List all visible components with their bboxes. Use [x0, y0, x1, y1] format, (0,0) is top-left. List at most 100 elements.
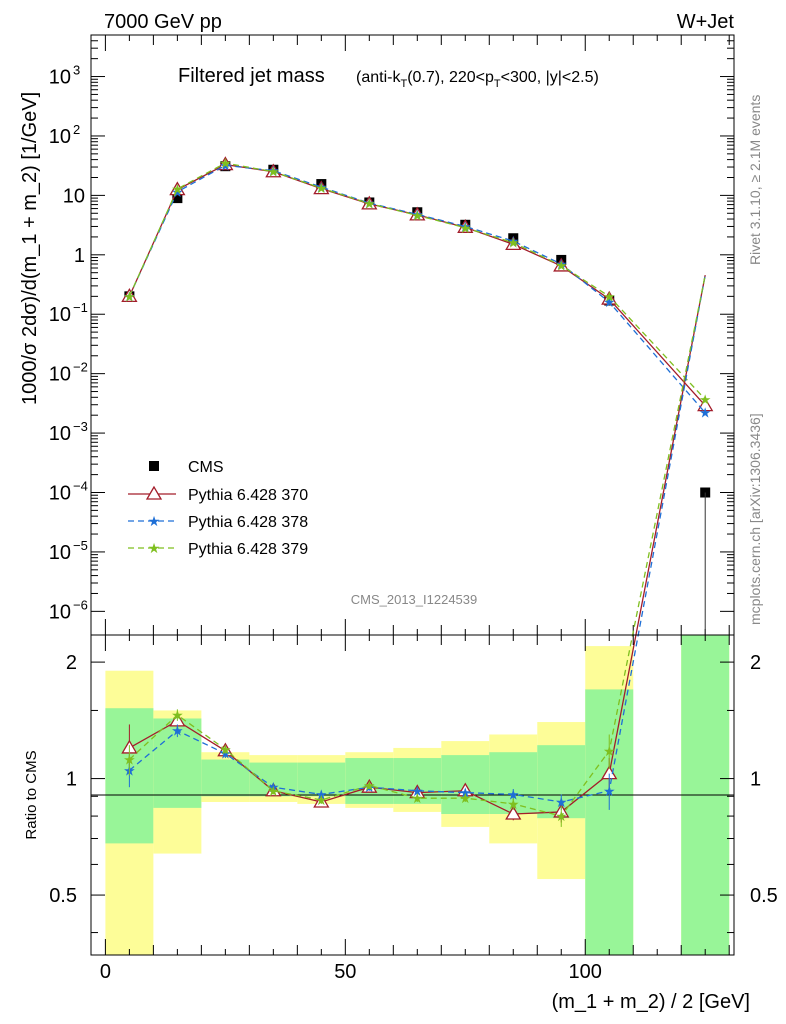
y-tick-label: 1 [74, 245, 85, 267]
main-series: ★★★ ★★★★★★★★★★★★★★★★★★★★★ [121, 155, 714, 635]
ratio-y-tick-label-right: 1 [750, 769, 761, 791]
legend-marker-cms [149, 461, 159, 471]
subtitle-sub-2: T [494, 78, 501, 90]
legend-marker: ★ [148, 540, 161, 556]
p378-marker: ★ [411, 206, 424, 222]
header-right: W+Jet [677, 11, 735, 33]
p370-marker [169, 181, 186, 196]
subtitle-part-1: (anti-k [356, 69, 401, 86]
ratio-axis-ticks: 0.5 0.5 1 1 2 2 0 50 100 [49, 635, 778, 983]
p379-marker: ★ [507, 235, 520, 251]
y-tick-label: 10 [49, 483, 71, 505]
p378-ratio-marker: ★ [603, 783, 616, 799]
mcplots-source: mcplots.cern.ch [arXiv:1306.3436] [747, 413, 763, 625]
p378-ratio-marker: ★ [459, 785, 472, 801]
header-left: 7000 GeV pp [104, 11, 222, 33]
p379-marker: ★ [363, 196, 376, 212]
legend-label: Pythia 6.428 378 [188, 514, 308, 531]
subtitle-part-2: (0.7), 220<p [407, 69, 494, 86]
legend-marker: ★ [148, 513, 161, 529]
y-tick-label: 10 [49, 423, 71, 445]
subtitle-sub-1: T [400, 78, 407, 90]
y-tick-exponent: −3 [73, 419, 88, 434]
p378-ratio-line [128, 275, 706, 803]
p379-ratio-marker: ★ [267, 783, 280, 799]
p379-marker: ★ [603, 288, 616, 304]
p379-ratio-marker: ★ [411, 790, 424, 806]
y-tick-exponent: −5 [73, 538, 88, 553]
ratio-y-tick-label-right: 0.5 [750, 885, 778, 907]
p379-marker: ★ [411, 207, 424, 223]
p379-marker: ★ [699, 391, 712, 407]
subtitle-part-3: <300, |y|<2.5) [501, 69, 599, 86]
p370-marker [697, 397, 714, 412]
p379-marker: ★ [315, 180, 328, 196]
ratio-panel: ★★★★ ★ ★ ★ ★ ★ ★★★★★★★★★ ★ ★★★ 0.5 0.51 12 20 50 100 … [23, 275, 778, 1013]
y-tick-exponent: −2 [73, 360, 88, 375]
y-tick-label: 10 [49, 304, 71, 326]
p379-ratio-marker: ★ [603, 743, 616, 759]
y-tick-label: 10 [49, 542, 71, 564]
plot-subtitle: (anti-kT(0.7), 220<pT<300, |y|<2.5) [356, 69, 599, 90]
ratio-y-label: Ratio to CMS [23, 750, 40, 839]
p379-ratio-marker: ★ [315, 792, 328, 808]
p378-marker: ★ [603, 294, 616, 310]
y-tick-exponent: 3 [73, 63, 80, 78]
legend-label: Pythia 6.428 379 [188, 541, 308, 558]
p378-line [128, 164, 706, 414]
p379-ratio-marker: ★ [507, 796, 520, 812]
y-tick-exponent: −1 [73, 300, 88, 315]
p378-marker: ★ [267, 163, 280, 179]
p378-ratio-marker: ★ [171, 723, 184, 739]
p378-ratio-marker: ★ [411, 783, 424, 799]
analysis-id: CMS_2013_I1224539 [351, 592, 478, 607]
p378-marker: ★ [219, 157, 232, 173]
p379-ratio-marker: ★ [363, 777, 376, 793]
y-axis-label: 1000/σ 2dσ)/d(m_1 + m_2) [1/GeV] [19, 92, 41, 405]
y-tick-label: 10 [49, 601, 71, 623]
p378-ratio-marker: ★ [507, 786, 520, 802]
ratio-band-inner [201, 759, 250, 797]
p378-marker: ★ [699, 405, 712, 421]
p379-line [128, 162, 706, 400]
rivet-version: Rivet 3.1.10, ≥ 2.1M events [747, 95, 763, 265]
p370-marker [601, 290, 618, 305]
p379-ratio-marker: ★ [219, 741, 232, 757]
p379-marker: ★ [459, 220, 472, 236]
p379-marker: ★ [267, 164, 280, 180]
p378-marker: ★ [507, 233, 520, 249]
legend-label: Pythia 6.428 370 [188, 487, 308, 504]
p379-ratio-line [128, 275, 706, 817]
y-tick-label: 10 [49, 67, 71, 89]
legend: CMS Pythia 6.428 370 ★ Pythia 6.428 378 ★ Pyt… [128, 459, 308, 558]
p379-ratio-marker: ★ [555, 808, 568, 824]
ratio-y-tick-label: 0.5 [49, 885, 77, 907]
p379-marker: ★ [123, 288, 136, 304]
ratio-y-tick-label: 2 [66, 652, 77, 674]
p379-ratio-marker: ★ [123, 752, 136, 768]
ratio-y-tick-label: 1 [66, 769, 77, 791]
y-tick-label: 10 [63, 185, 85, 207]
x-axis-label: (m_1 + m_2) / 2 [GeV] [552, 991, 750, 1013]
p370-line [128, 163, 706, 407]
ratio-y-tick-label-right: 2 [750, 652, 761, 674]
p378-ratio-marker: ★ [555, 794, 568, 810]
p379-ratio-marker: ★ [459, 790, 472, 806]
p370-ratio-marker [505, 805, 522, 820]
y-tick-exponent: −6 [73, 597, 88, 612]
x-tick-label: 50 [334, 961, 356, 983]
plot-title: Filtered jet mass [178, 65, 325, 87]
cms-point [172, 193, 183, 204]
p378-marker: ★ [459, 218, 472, 234]
p379-marker: ★ [219, 155, 232, 171]
y-tick-exponent: −4 [73, 479, 88, 494]
p379-marker: ★ [171, 181, 184, 197]
x-tick-label: 100 [569, 961, 602, 983]
ratio-band-inner [297, 762, 346, 797]
legend-marker [145, 485, 163, 500]
p378-marker: ★ [315, 179, 328, 195]
ratio-series: ★★★★ ★ ★ ★ ★ ★ ★★★★★★★★★ ★ ★★★ [121, 275, 706, 827]
